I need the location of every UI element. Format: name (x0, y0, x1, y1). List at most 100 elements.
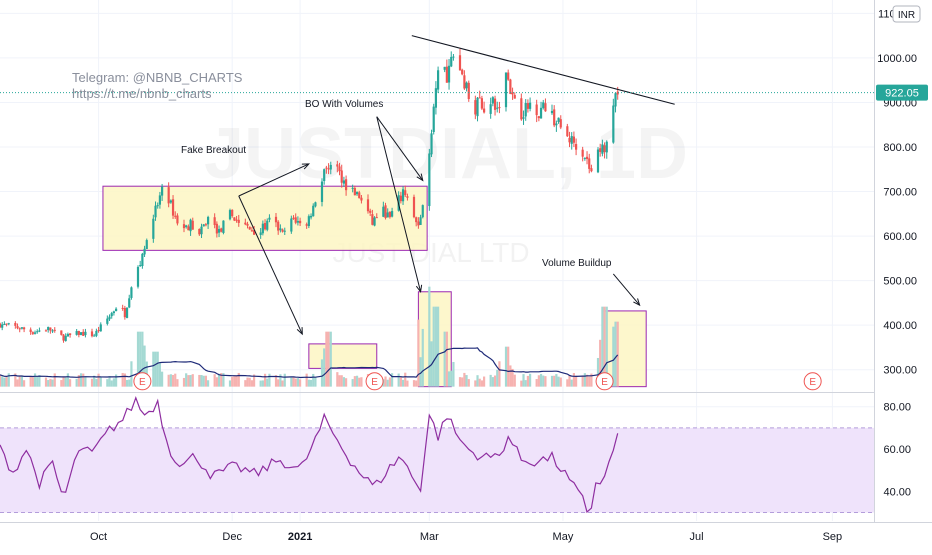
volume-bar (583, 373, 586, 387)
candle-down (14, 322, 17, 326)
volume-bar (406, 380, 409, 387)
price-tick-label: 800.00 (883, 142, 917, 154)
candle-down (509, 79, 512, 94)
arrow-shaft (376, 116, 422, 292)
volume-bar (49, 378, 52, 387)
rsi-axis[interactable]: 80.00 60.00 40.00 (883, 402, 911, 499)
price-axis[interactable]: 1100.001000.00900.00800.00700.00600.0050… (877, 8, 917, 376)
candle-up (296, 221, 300, 223)
volume-bar (189, 375, 192, 387)
volume-bar (386, 379, 389, 387)
volume-bar (450, 370, 453, 387)
time-axis[interactable]: Oct Dec 2021 Mar May Jul Sep (90, 531, 842, 543)
volume-bar (215, 377, 218, 387)
volume-bar (338, 375, 341, 387)
candle-up (128, 298, 131, 308)
volume-bar (187, 375, 190, 387)
volume-bar (77, 375, 80, 387)
candle-up (143, 248, 146, 255)
candle-down (336, 164, 339, 167)
volume-bar (447, 371, 451, 387)
arrow-head (416, 173, 424, 182)
volume-bar (130, 361, 133, 387)
rsi-band (0, 427, 874, 513)
volume-bar (248, 377, 251, 387)
volume-bar (384, 376, 387, 387)
volume-bar (60, 380, 63, 387)
fake-breakout-label[interactable]: Fake Breakout (181, 145, 246, 156)
volume-bar (167, 374, 170, 387)
volume-bar (323, 348, 326, 387)
volume-bar (29, 376, 32, 387)
candle-down (480, 98, 484, 109)
volume-bar (79, 373, 83, 387)
candle-up (342, 180, 346, 184)
candle-down (559, 119, 562, 128)
candle-up (496, 107, 499, 109)
volume-bar (353, 376, 356, 387)
time-tick-label: 2021 (288, 531, 312, 543)
candle-up (452, 56, 455, 58)
arrow-shaft (612, 273, 641, 306)
candle-up (84, 331, 87, 336)
volume-bar (259, 380, 262, 387)
candle-up (504, 72, 508, 108)
candle-down (616, 91, 619, 95)
volume-buildup-label[interactable]: Volume Buildup (542, 258, 612, 269)
volume-bar (121, 372, 124, 387)
volume-bar (544, 376, 547, 387)
candle-down (507, 72, 510, 80)
bo-with-volumes-label[interactable]: BO With Volumes (305, 99, 383, 110)
candle-down (215, 223, 218, 234)
volume-bar (417, 319, 420, 387)
candle-down (5, 323, 8, 325)
candle-up (382, 206, 385, 217)
candle-down (174, 215, 177, 217)
candle-down (399, 195, 402, 202)
volume-bar (305, 373, 308, 387)
volume-bar (158, 363, 162, 387)
time-tick-label: May (553, 531, 574, 543)
candle-up (489, 104, 492, 114)
volume-bar (244, 380, 247, 387)
volume-bar (605, 306, 608, 387)
candle-down (263, 222, 267, 230)
volume-bar (491, 377, 494, 387)
telegram-label: Telegram: @NBNB_CHARTS (72, 70, 243, 85)
volume-bar (220, 373, 223, 387)
currency-badge[interactable] (892, 5, 921, 23)
volume-bar (572, 373, 576, 387)
volume-bar (559, 377, 562, 387)
candle-down (68, 333, 72, 335)
volume-bar (14, 373, 17, 387)
candle-up (51, 330, 54, 332)
volume-bar (99, 376, 102, 387)
volume-bar (233, 375, 236, 387)
candle-down (233, 217, 236, 221)
volume-bar (75, 378, 78, 387)
volume-bar (320, 359, 324, 387)
volume-bar (489, 374, 492, 387)
telegram-url[interactable]: https://t.me/nbnb_charts (72, 86, 212, 101)
volume-bar (342, 377, 346, 387)
volume-bar (263, 373, 267, 387)
candle-up (312, 205, 315, 217)
volume-bar (95, 379, 98, 387)
candle-up (309, 215, 313, 218)
volume-bar (467, 379, 470, 387)
volume-bar (44, 377, 48, 387)
symbol-watermark: JUSTDIAL, 1D (204, 114, 688, 194)
candle-down (18, 328, 21, 330)
candle-up (465, 82, 468, 89)
volume-bar (128, 379, 131, 387)
volume-bar (68, 379, 72, 387)
volume-bar (176, 379, 179, 387)
volume-bar (458, 377, 462, 387)
time-tick-label: Jul (690, 531, 704, 543)
volume-bar (463, 372, 466, 387)
candle-down (406, 196, 409, 198)
candle-up (555, 123, 558, 126)
candle-down (90, 331, 94, 337)
candle-up (38, 330, 41, 332)
